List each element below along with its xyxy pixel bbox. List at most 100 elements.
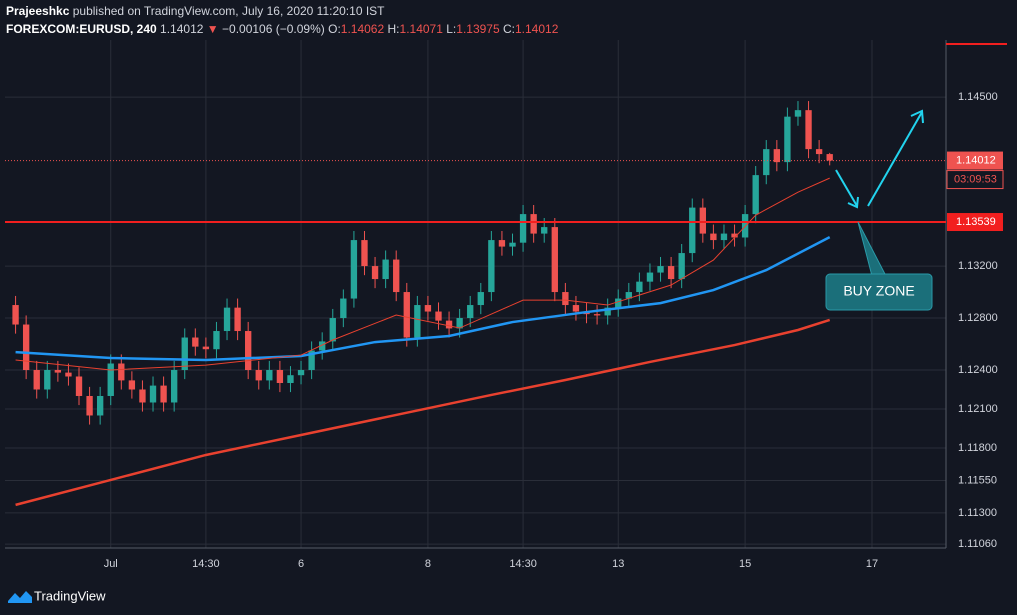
candle-body <box>255 370 262 381</box>
candle-body <box>731 233 738 238</box>
candle-body <box>530 214 537 234</box>
header-line-2: FOREXCOM:EURUSD, 240 1.14012 ▼ −0.00106 … <box>6 22 558 36</box>
candle-body <box>223 307 231 332</box>
y-tick-label: 1.12400 <box>958 364 998 376</box>
candle-body <box>65 372 72 377</box>
level-label: 1.13539 <box>956 216 996 228</box>
candle-body <box>689 207 696 254</box>
candle-body <box>699 207 706 234</box>
candle-body <box>456 318 463 329</box>
x-tick-label: 17 <box>866 558 878 570</box>
direction: ▼ <box>206 22 219 36</box>
l-value: 1.13975 <box>456 22 500 36</box>
candle-body <box>477 292 484 306</box>
candle-body <box>139 389 146 403</box>
x-tick-label: 15 <box>739 558 751 570</box>
candle-body <box>118 363 125 381</box>
y-tick-label: 1.12100 <box>958 403 998 415</box>
candle-body <box>498 240 506 247</box>
arrows <box>835 109 924 209</box>
candle-body <box>350 240 358 299</box>
candle-body <box>22 324 30 371</box>
candle-body <box>646 272 654 282</box>
candle-body <box>794 110 802 117</box>
candle-body <box>667 266 675 280</box>
candle-body <box>266 370 273 381</box>
h-label: H: <box>387 22 400 36</box>
change: −0.00106 (−0.09%) <box>222 22 325 36</box>
c-value: 1.14012 <box>515 22 559 36</box>
candle-body <box>403 292 410 338</box>
o-value: 1.14062 <box>340 22 385 36</box>
x-tick-label: 14:30 <box>192 558 220 570</box>
y-tick-label: 1.13200 <box>958 260 998 272</box>
moving-average <box>15 235 831 362</box>
candle-body <box>192 337 199 347</box>
candle-body <box>297 370 305 376</box>
candle-body <box>604 307 611 316</box>
candle-body <box>593 314 601 316</box>
candle-body <box>509 242 516 247</box>
last-price-label: 1.14012 <box>956 154 996 166</box>
x-tick-label: 13 <box>612 558 624 570</box>
candle-body <box>445 320 453 329</box>
y-tick-label: 1.11060 <box>958 538 997 550</box>
candle-body <box>488 240 495 293</box>
y-tick-label: 1.11800 <box>958 442 997 454</box>
candle-body <box>826 154 833 161</box>
x-tick-label: Jul <box>104 558 118 570</box>
candle-body <box>128 380 136 390</box>
candle-body <box>562 292 569 306</box>
y-tick-label: 1.11550 <box>958 474 997 486</box>
callout <box>825 273 933 311</box>
candle-body <box>636 281 643 293</box>
candle-body <box>276 370 284 383</box>
candle-body <box>319 341 326 351</box>
moving-average <box>15 177 830 371</box>
candle-body <box>107 363 114 396</box>
candle-body <box>773 149 781 163</box>
candle-body <box>149 385 157 403</box>
symbol: FOREXCOM:EURUSD, 240 <box>6 22 157 36</box>
published: published on TradingView.com, July 16, 2… <box>72 4 385 18</box>
candle-body <box>572 305 580 312</box>
candle-body <box>245 331 252 371</box>
candle-body <box>54 370 62 373</box>
candle-body <box>435 311 442 321</box>
brand: TradingView <box>34 588 106 603</box>
candle-body <box>541 227 548 234</box>
candle-body <box>181 337 188 371</box>
candle-body <box>720 233 728 241</box>
arrow-head <box>847 196 859 209</box>
candle-body <box>784 116 791 163</box>
callout-text: BUY ZONE <box>843 283 914 299</box>
candle-body <box>340 298 347 319</box>
candle-body <box>414 305 421 338</box>
o-label: O: <box>328 22 341 36</box>
author: Prajeeshkc <box>6 4 70 18</box>
y-tick-label: 1.12800 <box>958 312 998 324</box>
y-tick-label: 1.14500 <box>958 91 998 103</box>
h-value: 1.14071 <box>399 22 443 36</box>
logo <box>8 591 32 603</box>
c-label: C: <box>503 22 515 36</box>
logo-icon <box>8 591 32 603</box>
arrow-head <box>910 109 924 124</box>
candle-body <box>393 259 400 293</box>
x-tick-label: 14:30 <box>509 558 537 570</box>
candle-body <box>96 395 104 416</box>
candle-body <box>308 350 315 371</box>
candle-body <box>615 298 622 308</box>
level-tag <box>947 213 1003 232</box>
last-price-tag <box>947 151 1003 170</box>
candle-body <box>551 227 558 293</box>
candle-body <box>763 149 770 176</box>
candle-body <box>33 370 40 390</box>
x-tick-label: 6 <box>298 558 304 570</box>
candle-body <box>657 266 664 273</box>
header-line-1: Prajeeshkc published on TradingView.com,… <box>6 4 385 18</box>
candle-body <box>44 370 51 390</box>
candle-body <box>287 375 294 383</box>
